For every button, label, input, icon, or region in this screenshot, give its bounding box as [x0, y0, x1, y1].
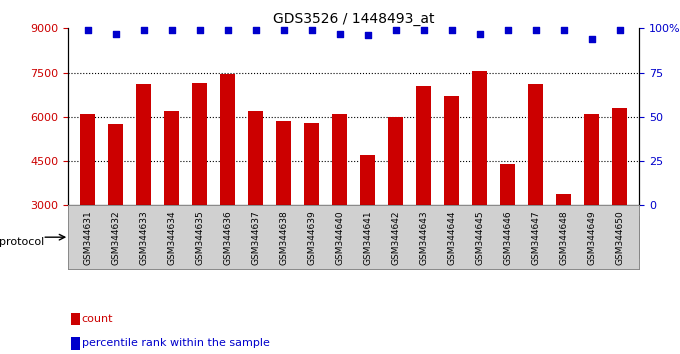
Text: GSM344631: GSM344631: [83, 210, 92, 265]
Bar: [276, 121, 291, 294]
Point: [166, 27, 177, 33]
Point: [446, 27, 457, 33]
Title: GDS3526 / 1448493_at: GDS3526 / 1448493_at: [273, 12, 435, 26]
Point: [82, 27, 93, 33]
Text: protocol: protocol: [0, 238, 44, 247]
Point: [250, 27, 261, 33]
Bar: [108, 124, 123, 294]
Text: GSM344640: GSM344640: [335, 210, 344, 265]
Bar: [500, 164, 515, 294]
Text: percentile rank within the sample: percentile rank within the sample: [82, 338, 269, 348]
Text: GSM344635: GSM344635: [195, 210, 204, 265]
Text: GSM344639: GSM344639: [307, 210, 316, 265]
Text: GSM344649: GSM344649: [587, 210, 596, 265]
Text: GSM344638: GSM344638: [279, 210, 288, 265]
Text: GSM344636: GSM344636: [223, 210, 232, 265]
Text: GSM344647: GSM344647: [531, 210, 540, 265]
Point: [474, 31, 485, 36]
Point: [614, 27, 625, 33]
Point: [558, 27, 569, 33]
Bar: [192, 83, 207, 294]
Point: [110, 31, 121, 36]
Bar: [354, 216, 639, 258]
Bar: [164, 111, 180, 294]
Point: [222, 27, 233, 33]
Bar: [444, 96, 459, 294]
Text: GSM344634: GSM344634: [167, 210, 176, 265]
Text: GSM344643: GSM344643: [419, 210, 428, 265]
Bar: [332, 114, 347, 294]
Bar: [248, 111, 263, 294]
Point: [390, 27, 401, 33]
Text: GSM344644: GSM344644: [447, 210, 456, 265]
Bar: [472, 71, 488, 294]
Text: GSM344633: GSM344633: [139, 210, 148, 265]
Point: [586, 36, 597, 42]
Point: [194, 27, 205, 33]
Point: [334, 31, 345, 36]
Text: control: control: [190, 231, 231, 244]
Bar: [556, 194, 571, 294]
Bar: [528, 84, 543, 294]
Point: [278, 27, 289, 33]
Point: [418, 27, 429, 33]
Bar: [68, 216, 354, 258]
Bar: [136, 84, 151, 294]
Point: [502, 27, 513, 33]
Text: GSM344650: GSM344650: [615, 210, 624, 265]
Text: count: count: [82, 314, 113, 324]
Bar: [304, 123, 320, 294]
Point: [138, 27, 149, 33]
Text: GSM344646: GSM344646: [503, 210, 512, 265]
Bar: [360, 155, 375, 294]
Text: GSM344645: GSM344645: [475, 210, 484, 265]
Text: GSM344637: GSM344637: [251, 210, 260, 265]
Text: myostatin inhibition: myostatin inhibition: [437, 231, 556, 244]
Bar: [416, 86, 431, 294]
Point: [306, 27, 317, 33]
Text: GSM344632: GSM344632: [111, 210, 120, 265]
Bar: [388, 117, 403, 294]
Text: GSM344642: GSM344642: [391, 210, 400, 265]
Point: [362, 33, 373, 38]
Point: [530, 27, 541, 33]
Bar: [220, 74, 235, 294]
Text: GSM344641: GSM344641: [363, 210, 372, 265]
Bar: [80, 114, 95, 294]
Bar: [584, 114, 599, 294]
Text: GSM344648: GSM344648: [559, 210, 568, 265]
Bar: [612, 108, 628, 294]
